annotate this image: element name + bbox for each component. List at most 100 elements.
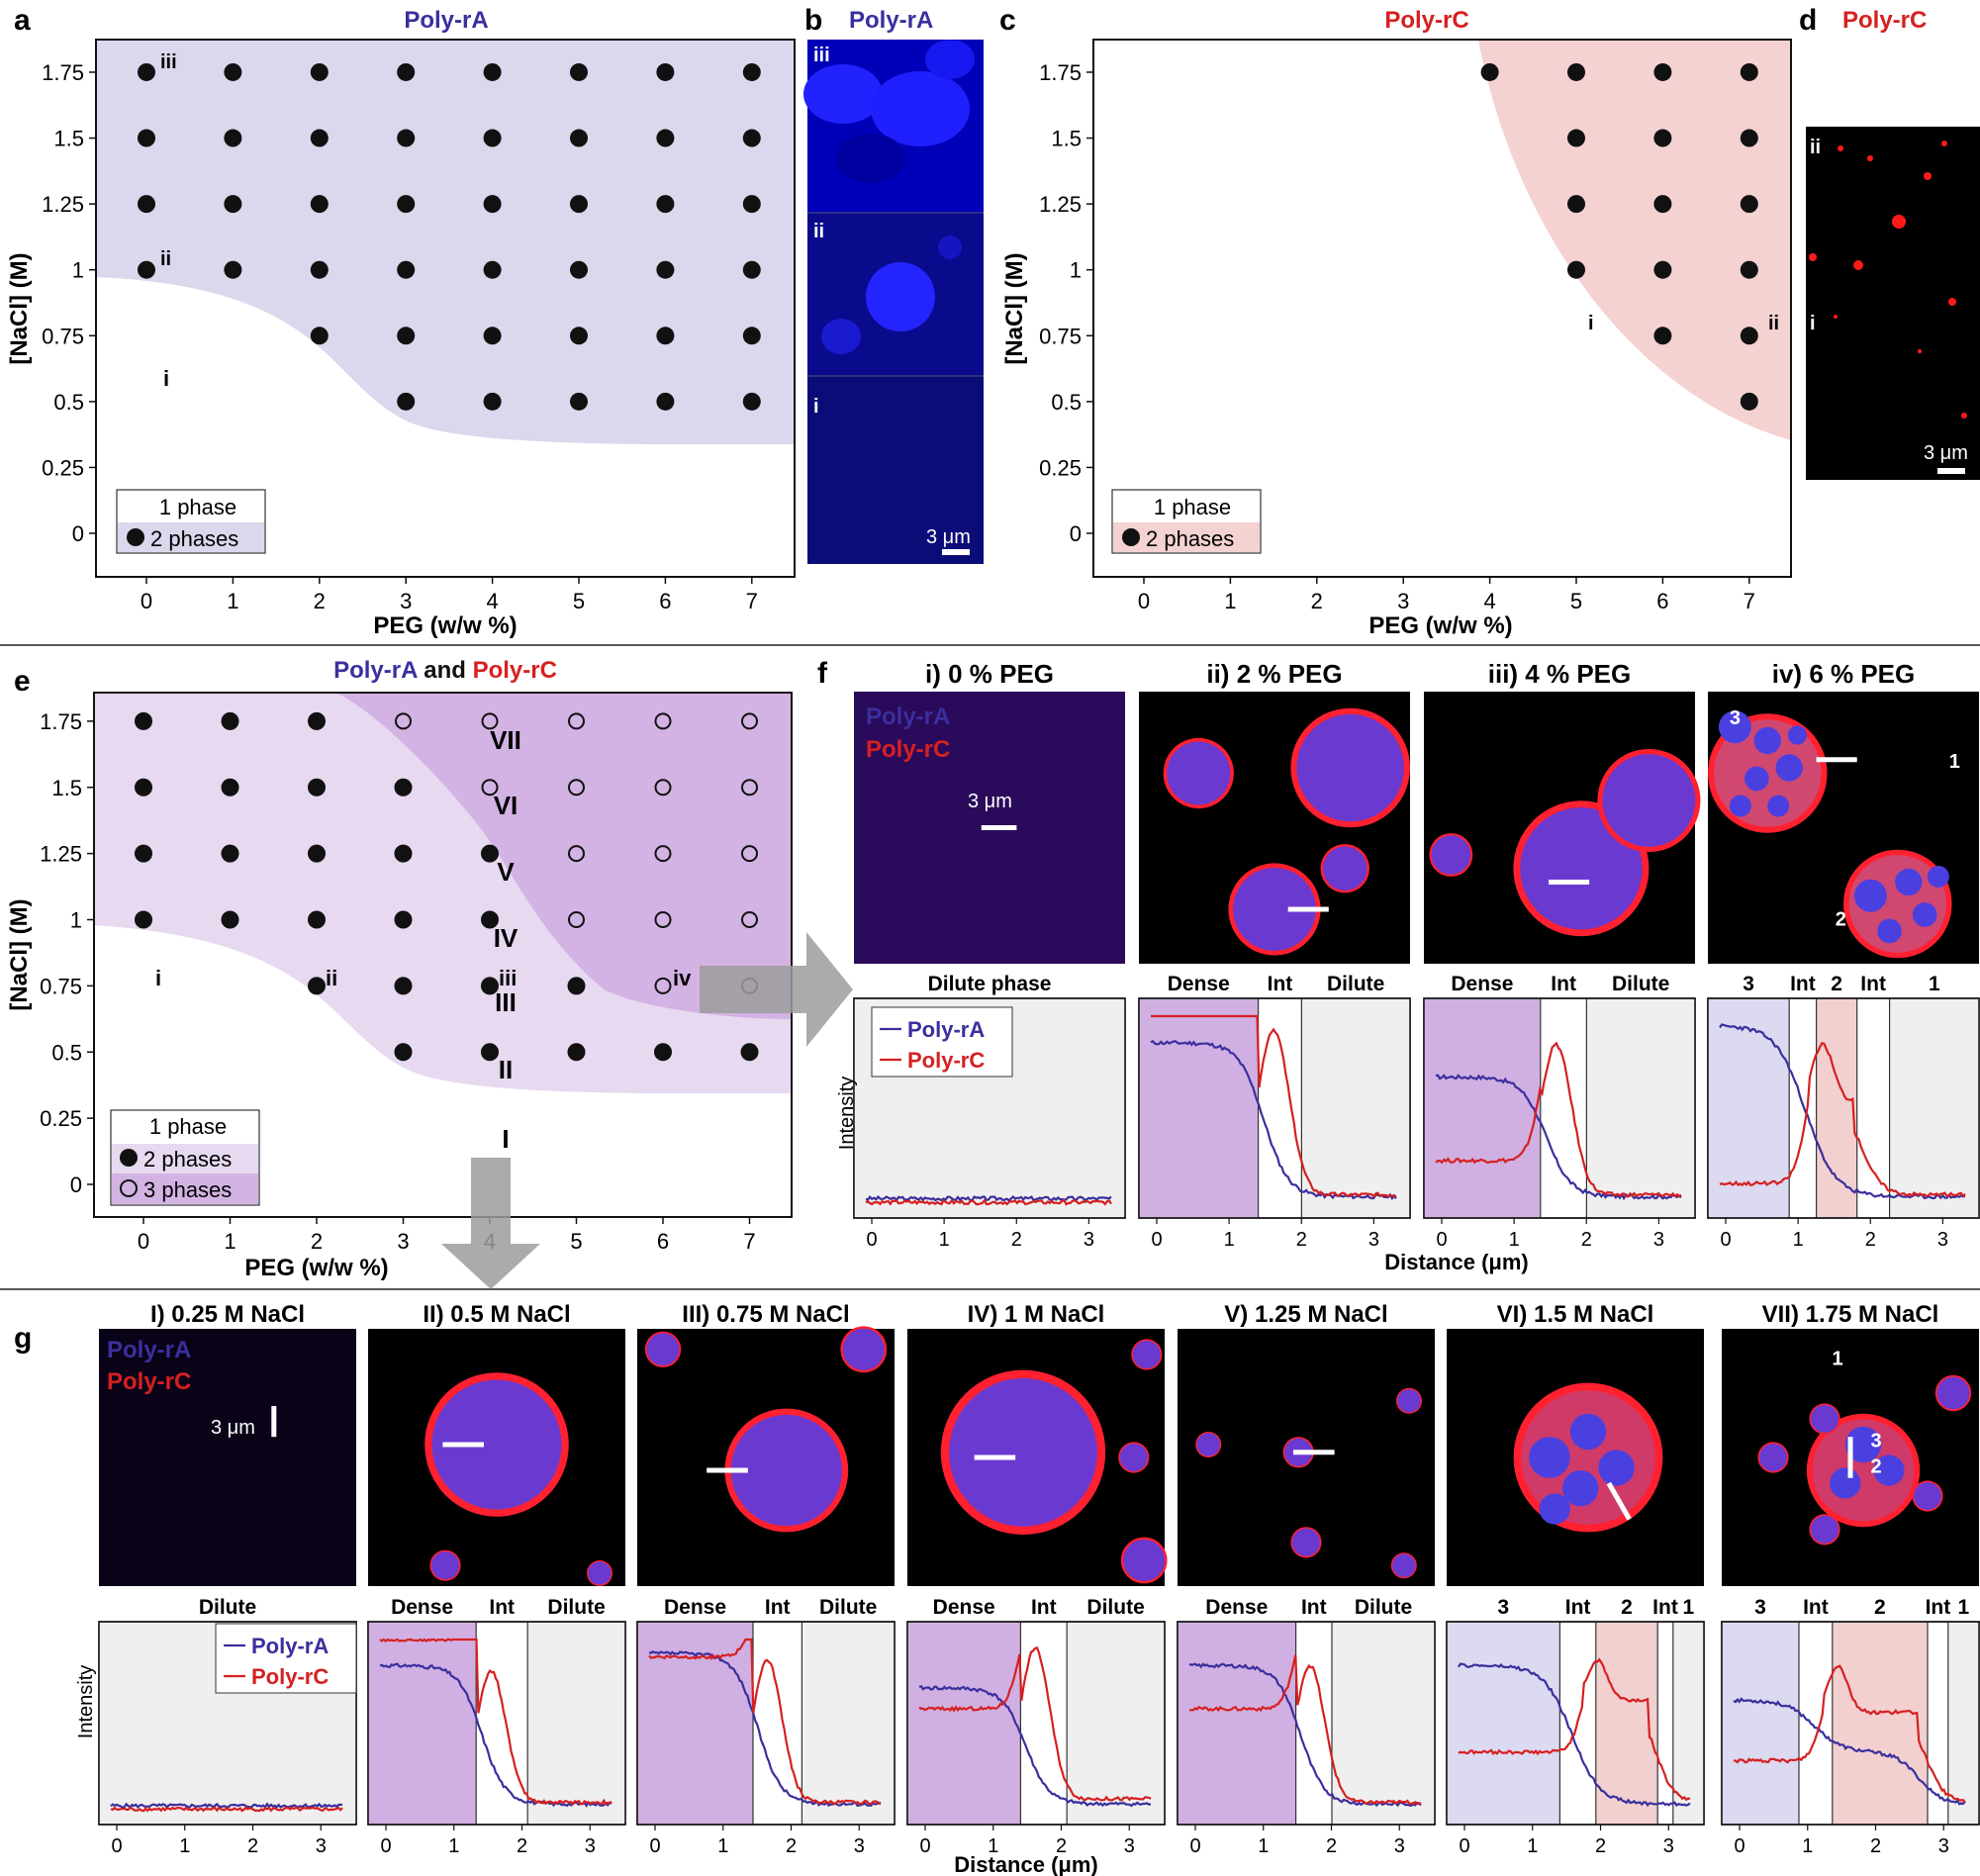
droplet <box>1602 754 1696 847</box>
series-line-poly-ra <box>865 1194 1112 1203</box>
data-point-two-phase <box>481 1043 499 1062</box>
panel-c: c Poly-rC 0 1 2 3 4 5 6 7 0 0.25 0.5 0.75 1 1.25 1.5 1.… <box>999 4 1792 639</box>
region-label: Int <box>1268 973 1293 995</box>
micrograph-label-poly-ra: Poly-rA <box>866 704 950 730</box>
panel-c-title: Poly-rC <box>1384 7 1468 34</box>
data-points <box>135 711 759 1062</box>
subpanel-title: IV) 1 M NaCl <box>968 1301 1105 1328</box>
f-subpanel-2: ii) 2 % PEG 0 1 2 3 Dense Int Dilute <box>1138 659 1411 1251</box>
region-band <box>801 1623 895 1824</box>
data-point-two-phase <box>1567 129 1585 147</box>
x-tick-label: 2 <box>1870 1835 1881 1857</box>
x-tick-label: 0 <box>919 1835 930 1857</box>
data-point-two-phase <box>1653 62 1672 81</box>
data-point-two-phase <box>1740 195 1758 214</box>
region-label: Dilute <box>1612 973 1669 995</box>
inner-droplet <box>1598 1450 1635 1486</box>
image-label-i: i <box>1810 313 1816 334</box>
title-and: and <box>418 657 473 684</box>
data-point-two-phase <box>224 195 242 214</box>
panel-e-title: Poly-rA and Poly-rC <box>333 657 557 684</box>
y-tick-label: 0.75 <box>1039 324 1082 348</box>
droplet <box>1123 1539 1166 1582</box>
scale-bar-label: 3 μm <box>1924 442 1968 464</box>
legend-one-phase: 1 phase <box>149 1114 227 1139</box>
droplet <box>1936 1376 1970 1410</box>
region-band <box>1832 1623 1928 1824</box>
x-tick-label: 2 <box>314 589 326 613</box>
x-tick-label: 1 <box>1224 1229 1235 1251</box>
droplet-label-2: 2 <box>1870 1456 1881 1478</box>
series-line-poly-ra <box>1719 1023 1966 1200</box>
region-label: Int <box>1803 1596 1829 1619</box>
y-axis-label: [NaCl] (M) <box>1001 252 1028 364</box>
y-tick-label: 0.25 <box>42 455 84 480</box>
x-tick-label: 1 <box>448 1835 459 1857</box>
x-tick-label: 6 <box>659 589 671 613</box>
data-point-three-phase <box>654 911 672 928</box>
legend-poly-rc: Poly-rC <box>907 1048 985 1073</box>
roman-label-VI: VI <box>494 791 519 820</box>
series-line-poly-ra <box>1435 1074 1682 1201</box>
subpanel-title: iii) 4 % PEG <box>1488 659 1632 689</box>
x-tick-label: 2 <box>311 1229 323 1254</box>
data-point-two-phase <box>742 129 761 147</box>
data-point-two-phase <box>1653 327 1672 345</box>
series-line-poly-rc <box>1151 1014 1397 1199</box>
region-band <box>1595 1623 1658 1824</box>
region-label: Int <box>1652 1596 1678 1619</box>
data-point-two-phase <box>135 844 152 863</box>
region-label: Int <box>1301 1596 1327 1619</box>
x-axis-label: Distance (μm) <box>1384 1250 1529 1274</box>
legend-two-phases: 2 phases <box>1146 526 1234 551</box>
image-label-ii: ii <box>813 221 824 242</box>
subpanel-title: iv) 6 % PEG <box>1772 659 1916 689</box>
data-point-two-phase <box>308 711 326 730</box>
data-point-two-phase <box>1740 392 1758 411</box>
data-point-three-phase <box>654 779 672 797</box>
data-point-two-phase <box>224 62 242 81</box>
x-tick-label: 2 <box>1326 1835 1337 1857</box>
y-tick-label: 1 <box>70 908 82 933</box>
droplet <box>949 1377 1097 1527</box>
x-tick-label: 3 <box>1124 1835 1135 1857</box>
data-point-two-phase <box>397 129 416 147</box>
data-point-three-phase <box>568 911 585 928</box>
x-tick-label: 2 <box>1296 1229 1307 1251</box>
droplet <box>1119 1443 1148 1472</box>
x-tick-label: 2 <box>1056 1835 1067 1857</box>
scale-bar-label: 3 μm <box>968 791 1012 812</box>
inner-droplet <box>1877 918 1902 944</box>
series-line-poly-ra <box>648 1650 882 1808</box>
micrograph-blobs <box>803 40 984 564</box>
y-tick-label: 1.75 <box>40 709 82 734</box>
data-point-two-phase <box>483 195 502 214</box>
x-tick-label: 7 <box>1744 589 1755 613</box>
x-tick-label: 1 <box>939 1229 950 1251</box>
legend-poly-ra: Poly-rA <box>907 1017 985 1042</box>
inner-droplet <box>1744 766 1769 792</box>
y-tick-label: 0.5 <box>53 390 84 415</box>
inner-droplet <box>1767 795 1790 817</box>
data-point-two-phase <box>1567 62 1585 81</box>
data-point-two-phase <box>570 129 588 147</box>
axis-ticks: 0 1 2 3 4 5 6 7 0 0.25 0.5 0.75 1 1.25 1.5 1.75 <box>42 60 758 613</box>
droplet <box>1392 1553 1416 1577</box>
data-point-two-phase <box>397 195 416 214</box>
series-line-poly-rc <box>648 1638 882 1806</box>
legend-one-phase: 1 phase <box>1154 495 1231 519</box>
panel-g: g I) 0.25 M NaCl 0 1 2 3 Dilute Poly-rA Poly-rC… <box>14 1301 1980 1876</box>
region-label: Int <box>489 1596 515 1619</box>
profile-frame-outline <box>1423 997 1696 1219</box>
roman-label-IV: IV <box>494 923 519 953</box>
region-label: Dense <box>933 1596 995 1619</box>
data-point-two-phase <box>135 711 152 730</box>
inner-droplet <box>1787 725 1808 745</box>
region-label: Dilute <box>199 1596 256 1619</box>
point-label-iv: iv <box>673 966 692 990</box>
data-point-two-phase <box>570 260 588 279</box>
subpanel-title: II) 0.5 M NaCl <box>423 1301 570 1328</box>
data-point-two-phase <box>481 910 499 929</box>
inner-droplet <box>1753 726 1781 755</box>
